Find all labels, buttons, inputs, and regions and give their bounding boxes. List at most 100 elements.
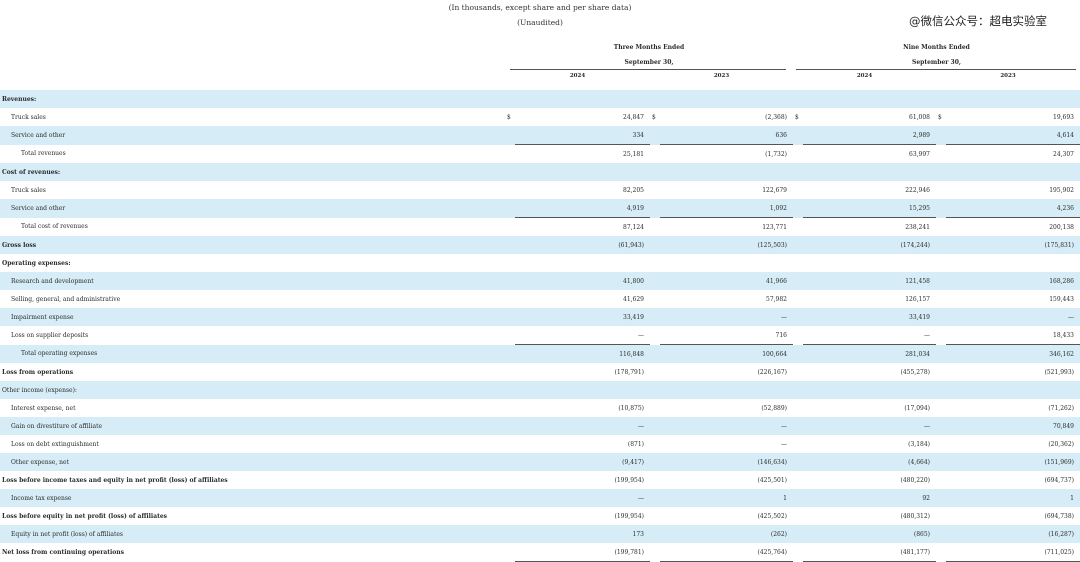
- row-label: Income tax expense: [0, 489, 505, 507]
- currency-symbol: [936, 218, 946, 237]
- currency-symbol: [650, 290, 660, 308]
- val-q3-2023: (52,889): [761, 404, 787, 412]
- val-q3-2023: 122,679: [762, 186, 787, 194]
- val-q3-2024: (871): [627, 440, 644, 448]
- row-label: Gain on divestiture of affiliate: [0, 417, 505, 435]
- row-label: Service and other: [0, 126, 505, 145]
- val-q3-2023: (2,368): [765, 113, 787, 121]
- currency-symbol: [793, 471, 803, 489]
- table-row: Net loss from continuing operations (199,…: [0, 543, 1080, 562]
- row-label: Loss before income taxes and equity in n…: [2, 476, 228, 484]
- val-q3-2023: 716: [775, 331, 787, 339]
- val-q3-2023: 123,771: [660, 217, 793, 236]
- val-9m-2024: 222,946: [905, 186, 930, 194]
- table-row: Total revenues 25,181 (1,732) 63,997 24,307: [0, 144, 1080, 164]
- row-label: Loss before equity in net profit (loss) …: [2, 512, 168, 520]
- row-label: Impairment expense: [0, 308, 505, 326]
- currency-symbol: [936, 453, 946, 471]
- val-9m-2023: 70,849: [946, 417, 1080, 435]
- currency-symbol: [650, 399, 660, 417]
- currency-symbol: [650, 525, 660, 543]
- currency-symbol: [936, 399, 946, 417]
- currency-symbol: [505, 163, 515, 181]
- nine-months-title: Nine Months Ended: [903, 44, 970, 51]
- val-q3-2023: 41,966: [660, 272, 793, 290]
- currency-symbol: [650, 435, 660, 453]
- currency-symbol: [650, 90, 660, 108]
- currency-symbol: $: [938, 113, 942, 121]
- currency-symbol: [793, 145, 803, 164]
- currency-symbol: [505, 453, 515, 471]
- val-9m-2024: 281,034: [803, 344, 936, 363]
- table-row: Truck sales 82,205 122,679 222,946 195,902: [0, 181, 1080, 199]
- currency-symbol: [793, 363, 803, 381]
- val-9m-2024: (480,220): [900, 476, 931, 484]
- currency-symbol: [936, 236, 946, 254]
- currency-symbol: [793, 163, 803, 181]
- table-row: Service and other 334 636 2,989 4,614: [0, 126, 1080, 145]
- currency-symbol: [936, 126, 946, 145]
- val-q3-2024: 87,124: [515, 217, 650, 236]
- currency-symbol: $: [652, 113, 656, 121]
- val-9m-2024: 63,997: [803, 144, 936, 163]
- currency-symbol: [650, 543, 660, 562]
- currency-symbol: [793, 272, 803, 290]
- val-q3-2023: 636: [660, 126, 793, 145]
- row-label: Equity in net profit (loss) of affiliate…: [0, 525, 505, 543]
- val-9m-2024: [803, 163, 936, 181]
- currency-symbol: [650, 199, 660, 218]
- val-q3-2024: (10,875): [618, 404, 644, 412]
- statement-subtitle: (In thousands, except share and per shar…: [448, 3, 632, 12]
- currency-symbol: [936, 543, 946, 562]
- currency-symbol: [505, 90, 515, 108]
- table-row: Impairment expense 33,419 — 33,419 —: [0, 308, 1080, 326]
- val-q3-2024: 33,419: [515, 308, 650, 326]
- currency-symbol: [650, 507, 660, 525]
- val-9m-2024: 121,458: [803, 272, 936, 290]
- val-9m-2023: 159,443: [1049, 295, 1074, 303]
- currency-symbol: [793, 218, 803, 237]
- currency-symbol: [650, 308, 660, 326]
- currency-symbol: $: [507, 113, 511, 121]
- nine-months-rule: [796, 69, 1076, 70]
- val-9m-2023: (711,025): [946, 543, 1080, 562]
- currency-symbol: [505, 272, 515, 290]
- val-q3-2024: 334: [515, 126, 650, 145]
- val-q3-2024: 41,800: [515, 272, 650, 290]
- val-q3-2023: 1,092: [660, 199, 793, 218]
- val-9m-2023: (151,969): [946, 453, 1080, 471]
- currency-symbol: [793, 326, 803, 345]
- val-q3-2024: 41,629: [623, 295, 644, 303]
- table-row: Equity in net profit (loss) of affiliate…: [0, 525, 1080, 543]
- currency-symbol: [505, 471, 515, 489]
- currency-symbol: [650, 381, 660, 399]
- currency-symbol: [793, 453, 803, 471]
- currency-symbol: [793, 308, 803, 326]
- val-q3-2023: (1,732): [660, 144, 793, 163]
- currency-symbol: [505, 435, 515, 453]
- table-row: Loss before income taxes and equity in n…: [0, 471, 1080, 489]
- val-9m-2024: 33,419: [803, 308, 936, 326]
- val-q3-2023: [660, 90, 793, 108]
- val-9m-2024: 2,989: [803, 126, 936, 145]
- year-header-2: 2023: [713, 73, 730, 79]
- currency-symbol: [936, 417, 946, 435]
- currency-symbol: [505, 543, 515, 562]
- val-q3-2023: 57,982: [766, 295, 787, 303]
- currency-symbol: [650, 489, 660, 507]
- currency-symbol: [793, 489, 803, 507]
- currency-symbol: [505, 145, 515, 164]
- currency-symbol: [936, 381, 946, 399]
- row-label: Total operating expenses: [0, 344, 505, 363]
- val-9m-2024: 61,008: [909, 113, 930, 121]
- row-label: Loss on supplier deposits: [11, 331, 89, 339]
- currency-symbol: [505, 399, 515, 417]
- val-q3-2023: 100,664: [660, 344, 793, 363]
- row-label: Gross loss: [0, 236, 505, 254]
- table-row: Total operating expenses 116,848 100,664 28…: [0, 344, 1080, 363]
- currency-symbol: [505, 417, 515, 435]
- currency-symbol: [936, 489, 946, 507]
- val-q3-2023: (425,764): [660, 543, 793, 562]
- val-q3-2024: —: [515, 417, 650, 435]
- currency-symbol: [793, 199, 803, 218]
